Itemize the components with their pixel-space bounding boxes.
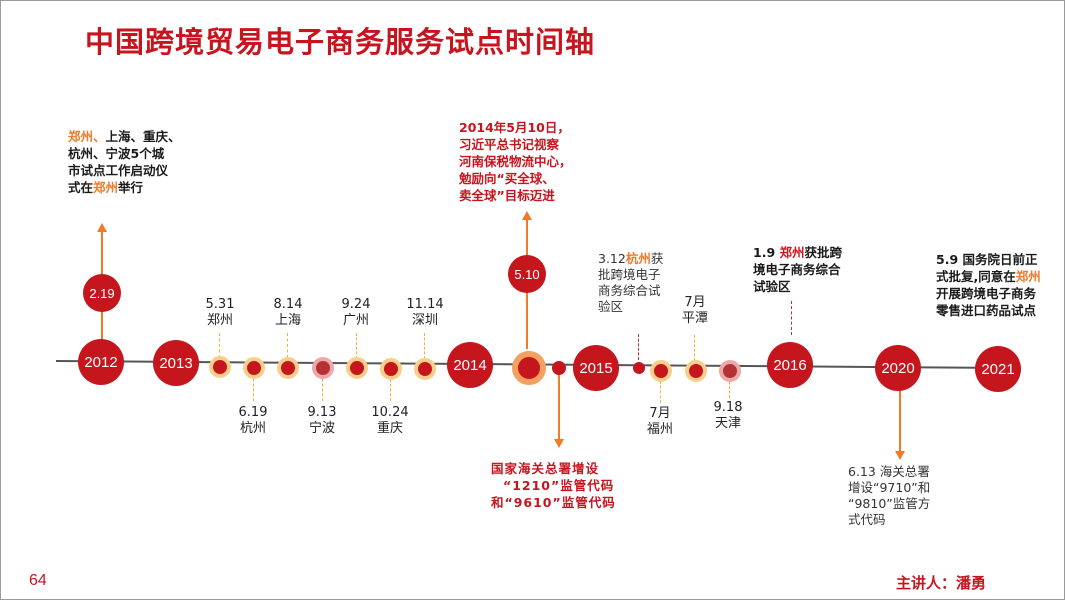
connector xyxy=(638,334,639,360)
connector xyxy=(390,374,391,401)
event-label: 6.19 杭州 xyxy=(238,405,268,436)
note-2012: 郑州、上海、重庆、 杭州、宁波5个城 市试点工作启动仪 式在郑州举行 xyxy=(68,129,181,195)
event-dot xyxy=(650,360,672,382)
page-title: 中国跨境贸易电子商务服务试点时间轴 xyxy=(85,25,596,59)
note-customs: 国家海关总署增设 “1210”监管代码 和“9610”监管代码 xyxy=(491,461,616,510)
connector xyxy=(660,376,661,403)
arrow-line-2020 xyxy=(899,389,901,451)
connector xyxy=(729,377,730,398)
connector xyxy=(322,374,323,401)
event-dot-hangzhou xyxy=(633,362,645,374)
event-label: 5.31 郑州 xyxy=(205,297,235,328)
event-label: 9.18 天津 xyxy=(713,400,743,431)
event-label: 8.14 上海 xyxy=(273,297,303,328)
arrow-up-icon xyxy=(97,223,107,232)
year-node-2013: 2013 xyxy=(153,340,199,386)
event-dot xyxy=(243,357,265,379)
year-node-2014: 2014 xyxy=(447,342,493,388)
event-label: 7月 福州 xyxy=(646,406,673,437)
note-2020: 6.13 海关总署 增设“9710”和 “9810”监管方 式代码 xyxy=(848,464,931,527)
speaker-name: 主讲人：潘勇 xyxy=(896,574,987,592)
event-label: 9.13 宁波 xyxy=(307,405,337,436)
event-label: 9.24 广州 xyxy=(341,297,371,328)
event-dot xyxy=(277,357,299,379)
year-node-2012: 2012 xyxy=(78,339,124,385)
event-label: 7月 平潭 xyxy=(681,295,708,326)
event-label: 11.14 深圳 xyxy=(406,297,444,328)
arrow-up-icon xyxy=(522,211,532,220)
event-dot xyxy=(414,358,436,380)
note-hangzhou: 3.12杭州获 批跨境电子 商务综合试 验区 xyxy=(598,251,664,314)
connector xyxy=(287,333,288,358)
connector xyxy=(424,333,425,359)
connector xyxy=(791,301,792,335)
arrow-down-icon xyxy=(895,451,905,460)
event-dot xyxy=(209,356,231,378)
connector xyxy=(356,333,357,359)
connector xyxy=(219,333,220,358)
note-2014: 2014年5月10日， 习近平总书记视察 河南保税物流中心， 勉励向“买全球、 … xyxy=(459,120,572,203)
year-node-2021: 2021 xyxy=(975,346,1021,392)
event-dot xyxy=(685,360,707,382)
event-dot-5-10 xyxy=(512,351,546,385)
event-label: 10.24 重庆 xyxy=(371,405,409,436)
connector xyxy=(694,335,695,361)
year-node-2016: 2016 xyxy=(767,342,813,388)
page-number: 64 xyxy=(29,572,47,589)
year-node-2020: 2020 xyxy=(875,345,921,391)
note-2021: 5.9 国务院日前正 式批复,同意在郑州 开展跨境电子商务 零售进口药品试点 xyxy=(936,252,1041,318)
bubble-2014: 5.10 xyxy=(508,255,546,293)
event-dot xyxy=(346,357,368,379)
event-dot xyxy=(312,357,334,379)
year-node-2015: 2015 xyxy=(573,345,619,391)
arrow-line-2015 xyxy=(558,373,560,439)
event-dot-customs xyxy=(552,361,566,375)
connector xyxy=(253,374,254,401)
event-dot xyxy=(380,358,402,380)
bubble-2012: 2.19 xyxy=(83,274,121,312)
note-zhengzhou: 1.9 郑州获批跨 境电子商务综合 试验区 xyxy=(753,245,843,294)
event-dot xyxy=(719,360,741,382)
arrow-down-icon xyxy=(554,439,564,448)
